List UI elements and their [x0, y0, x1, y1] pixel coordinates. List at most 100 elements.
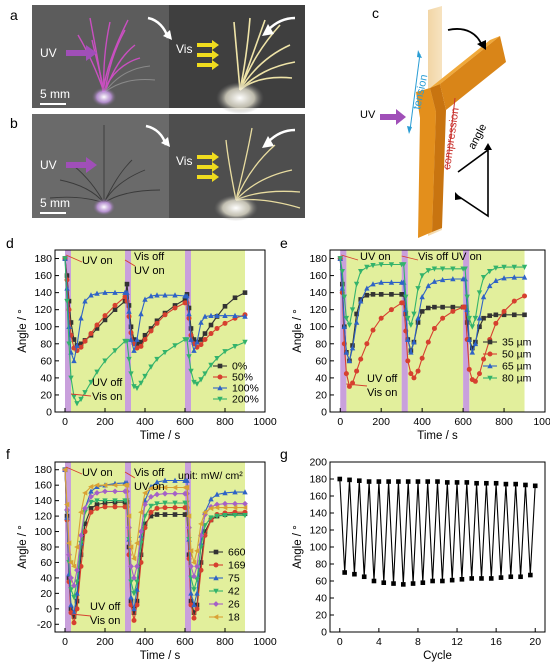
data-point [198, 319, 204, 325]
data-point [68, 575, 74, 581]
x-tick-label: 20 [529, 636, 541, 648]
y-tick-label: 160 [309, 270, 327, 282]
y-tick-label: 140 [34, 495, 52, 507]
data-point [94, 290, 100, 296]
data-point [349, 345, 356, 351]
data-point [184, 293, 190, 299]
data-point [154, 484, 160, 491]
data-point [523, 482, 528, 488]
data-point [134, 563, 140, 570]
data-point [78, 315, 84, 321]
x-tick-label: 1000 [253, 416, 277, 428]
data-point [370, 292, 376, 297]
data-point [191, 602, 197, 608]
data-point [186, 524, 192, 531]
data-point [388, 262, 395, 268]
data-point [503, 481, 509, 487]
data-point [415, 368, 421, 374]
x-tick-label: 400 [136, 636, 154, 648]
data-point [154, 479, 160, 485]
data-point [198, 560, 204, 565]
data-point [378, 292, 384, 297]
data-point [128, 544, 134, 550]
data-point [508, 574, 514, 580]
data-point [440, 315, 446, 321]
y-tick-label: 20 [315, 389, 327, 401]
data-point [148, 364, 154, 370]
data-point [78, 540, 84, 547]
data-point [128, 579, 134, 585]
photo-a-uv-arrow [66, 45, 97, 61]
panel-letter-c: c [372, 5, 379, 21]
data-point [74, 401, 80, 407]
data-point [366, 479, 372, 484]
y-tick-label: 100 [34, 526, 52, 538]
photo-a-vis-source [216, 82, 264, 114]
data-point [126, 513, 132, 519]
x-tick-label: 1000 [533, 416, 550, 428]
data-point [138, 343, 144, 349]
chart-d-annot-uv-on: UV on [82, 255, 113, 267]
chart-f-annot-vis-off: Vis off [134, 467, 165, 479]
data-point [66, 341, 72, 347]
data-point [102, 482, 108, 488]
data-point [172, 343, 178, 349]
data-point [94, 326, 100, 331]
data-point [126, 308, 132, 314]
data-point [188, 548, 194, 554]
data-point [354, 311, 359, 317]
data-point [476, 371, 482, 377]
panel-letter-g: g [280, 446, 288, 462]
data-point [78, 344, 84, 350]
data-point [470, 345, 475, 351]
data-point [188, 563, 194, 570]
uv-band [185, 250, 191, 412]
data-point [124, 289, 130, 295]
data-point [376, 479, 382, 484]
data-point [191, 587, 197, 593]
data-point [449, 577, 455, 583]
diagram-c-uv-arrow [380, 109, 406, 125]
data-point [444, 480, 450, 485]
x-tick-label: 800 [216, 636, 234, 648]
data-point [82, 490, 88, 496]
data-point [78, 341, 84, 347]
y-tick-label: 60 [315, 355, 327, 367]
data-point [415, 315, 421, 321]
photo-a-scale-label: 5 mm [40, 87, 70, 101]
data-point [186, 354, 192, 360]
photo-panel-b: UV Vis 5 mm [32, 114, 305, 221]
data-point [64, 285, 70, 291]
y-tick-label: 40 [315, 593, 327, 605]
photo-b-uv-label: UV [40, 158, 57, 172]
data-point [222, 303, 228, 309]
data-point [198, 567, 204, 573]
data-point [511, 274, 517, 280]
data-point [405, 315, 411, 322]
data-point [88, 506, 94, 511]
data-point [425, 305, 431, 311]
data-point [102, 504, 108, 510]
data-point [148, 493, 154, 500]
data-point [242, 290, 248, 295]
photo-a-uv-source [91, 87, 117, 107]
data-point [78, 552, 84, 558]
panel-letter-b: b [10, 115, 18, 131]
data-point [134, 579, 140, 585]
data-point [184, 484, 190, 491]
x-tick-label: 0 [62, 636, 68, 648]
chart-f-annot-uv-on: UV on [82, 467, 113, 479]
data-point [198, 342, 204, 348]
photo-a-vis-arrows [197, 40, 219, 70]
data-point [480, 274, 487, 281]
x-tick-label: 200 [372, 416, 390, 428]
y-tick-label: 160 [309, 491, 327, 503]
data-point [102, 317, 108, 323]
data-point [472, 378, 478, 384]
y-tick-label: 120 [34, 511, 52, 523]
y-axis-label: Angle / ° [17, 309, 29, 353]
data-point [142, 521, 148, 527]
data-point [370, 263, 376, 269]
data-point [202, 337, 208, 343]
data-point [138, 559, 144, 565]
